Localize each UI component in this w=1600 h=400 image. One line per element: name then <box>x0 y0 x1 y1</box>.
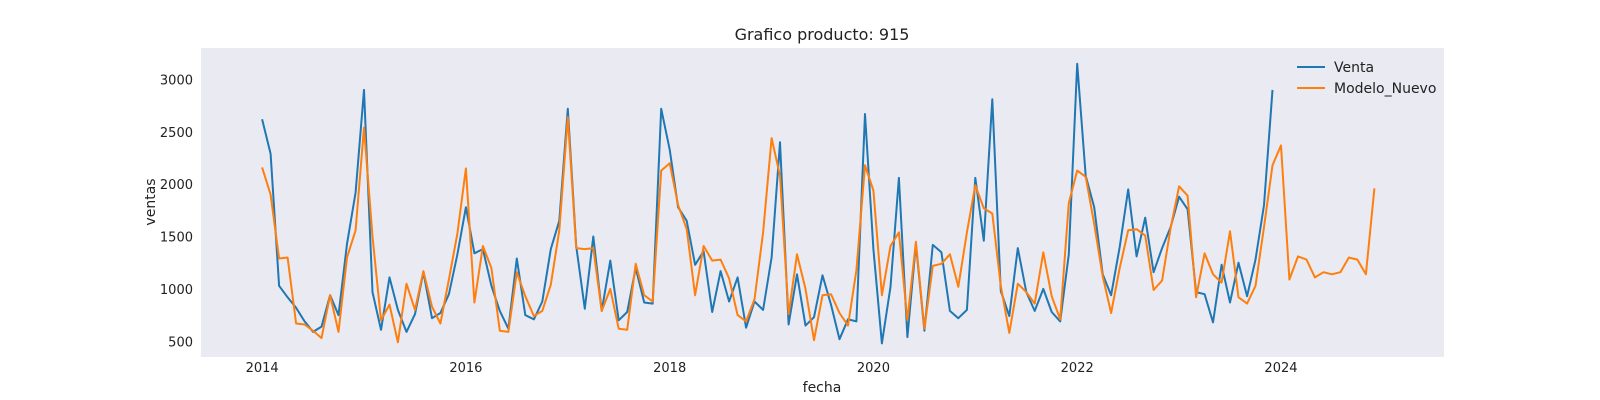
y-tick-label: 1000 <box>160 283 193 298</box>
x-tick-label: 2020 <box>857 361 890 376</box>
x-tick-label: 2022 <box>1061 361 1094 376</box>
x-tick-label: 2024 <box>1264 361 1297 376</box>
y-tick-label: 3000 <box>160 73 193 88</box>
legend-label-venta: Venta <box>1334 60 1374 76</box>
series-line-modelo-nuevo <box>261 116 1376 344</box>
legend-label-modelo-nuevo: Modelo_Nuevo <box>1334 81 1436 97</box>
x-tick-label: 2018 <box>653 361 686 376</box>
chart-title: Grafico producto: 915 <box>735 25 910 44</box>
x-tick-label: 2014 <box>246 361 279 376</box>
y-axis-label: ventas <box>143 178 159 225</box>
x-axis-label: fecha <box>803 380 842 396</box>
x-axis-ticks: 2014 2016 2018 2020 2022 2024 <box>246 361 1298 376</box>
y-tick-label: 2500 <box>160 126 193 141</box>
y-tick-label: 2000 <box>160 178 193 193</box>
series-lines <box>261 62 1376 345</box>
y-tick-label: 500 <box>168 335 193 350</box>
legend: Venta Modelo_Nuevo <box>1297 60 1436 97</box>
y-tick-label: 1500 <box>160 231 193 246</box>
plot-area <box>201 48 1444 357</box>
series-line-venta <box>261 62 1274 345</box>
x-tick-label: 2016 <box>449 361 482 376</box>
y-axis-ticks: 500 1000 1500 2000 2500 3000 <box>160 73 193 350</box>
